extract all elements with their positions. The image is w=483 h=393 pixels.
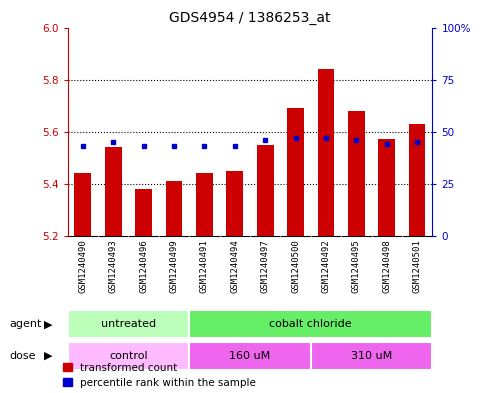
Text: 310 uM: 310 uM xyxy=(351,351,392,361)
Bar xyxy=(189,342,311,370)
Legend: transformed count, percentile rank within the sample: transformed count, percentile rank withi… xyxy=(63,363,256,388)
Bar xyxy=(196,173,213,236)
Text: GSM1240498: GSM1240498 xyxy=(382,239,391,293)
Bar xyxy=(135,189,152,236)
Text: GSM1240492: GSM1240492 xyxy=(321,239,330,293)
Bar xyxy=(378,140,395,236)
Bar xyxy=(166,181,183,236)
Text: agent: agent xyxy=(10,319,42,329)
Text: GSM1240495: GSM1240495 xyxy=(352,239,361,293)
Bar xyxy=(189,310,432,338)
Title: GDS4954 / 1386253_at: GDS4954 / 1386253_at xyxy=(169,11,331,25)
Text: GSM1240497: GSM1240497 xyxy=(261,239,270,293)
Text: GSM1240499: GSM1240499 xyxy=(170,239,179,293)
Bar xyxy=(317,69,334,236)
Text: GSM1240500: GSM1240500 xyxy=(291,239,300,293)
Text: GSM1240493: GSM1240493 xyxy=(109,239,118,293)
Text: GSM1240496: GSM1240496 xyxy=(139,239,148,293)
Text: GSM1240494: GSM1240494 xyxy=(230,239,239,293)
Bar xyxy=(257,145,273,236)
Bar xyxy=(68,310,189,338)
Text: untreated: untreated xyxy=(101,319,156,329)
Bar xyxy=(227,171,243,236)
Text: GSM1240490: GSM1240490 xyxy=(78,239,87,293)
Text: GSM1240491: GSM1240491 xyxy=(200,239,209,293)
Text: control: control xyxy=(109,351,148,361)
Bar xyxy=(409,124,426,236)
Bar xyxy=(68,342,189,370)
Text: GSM1240501: GSM1240501 xyxy=(412,239,422,293)
Bar xyxy=(311,342,432,370)
Bar xyxy=(74,173,91,236)
Text: dose: dose xyxy=(10,351,36,361)
Text: ▶: ▶ xyxy=(44,351,53,361)
Text: cobalt chloride: cobalt chloride xyxy=(270,319,352,329)
Text: ▶: ▶ xyxy=(44,319,53,329)
Bar xyxy=(105,147,122,236)
Bar xyxy=(287,108,304,236)
Bar xyxy=(348,111,365,236)
Text: 160 uM: 160 uM xyxy=(229,351,270,361)
